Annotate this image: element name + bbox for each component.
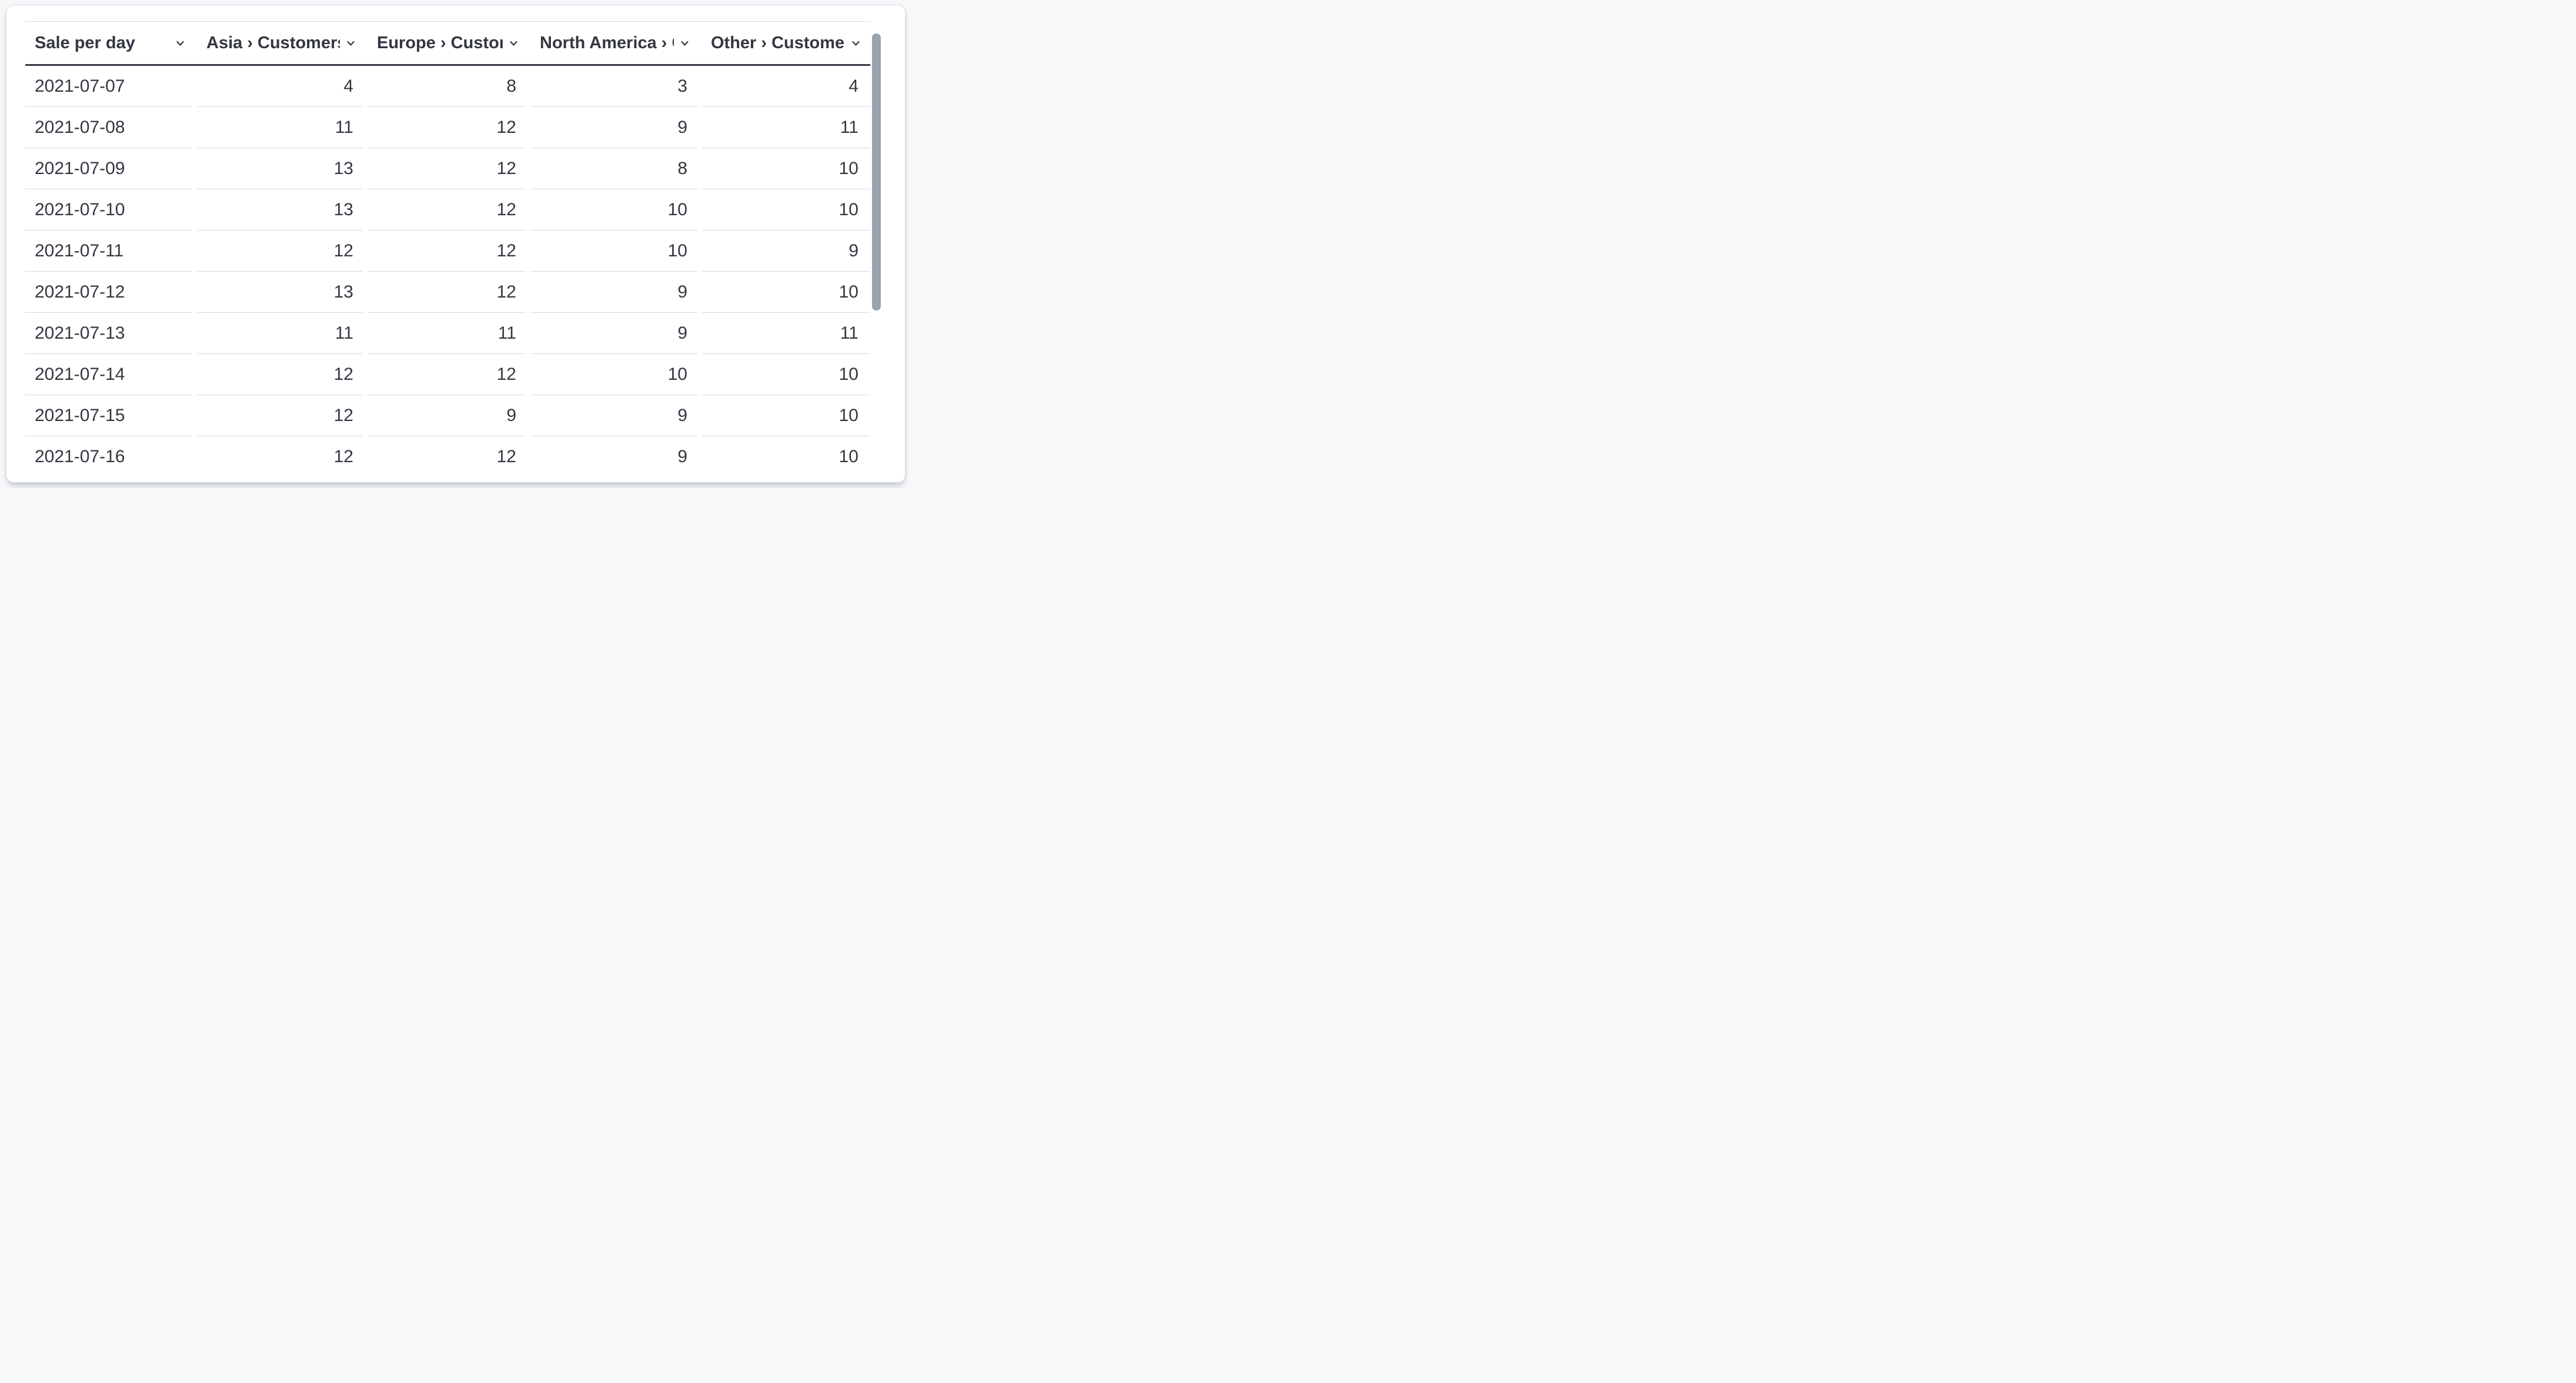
- value-cell: 13: [195, 272, 365, 313]
- chevron-down-icon[interactable]: [850, 37, 862, 49]
- date-cell: 2021-07-15: [25, 395, 195, 436]
- table-row: 2021-07-07 4 8 3 4: [25, 66, 870, 107]
- vertical-scrollbar-thumb[interactable]: [872, 34, 881, 310]
- column-label: North America › Customers: [540, 33, 674, 52]
- value-cell: 11: [195, 107, 365, 148]
- value-cell: 12: [496, 447, 516, 466]
- column-header-europe-customers[interactable]: Europe › Customers: [365, 22, 528, 64]
- value-cell: 9: [699, 230, 870, 272]
- value-cell: 12: [333, 447, 353, 466]
- date-cell: 2021-07-07: [25, 66, 195, 107]
- value-cell: 8: [528, 148, 699, 189]
- value-cell: 11: [195, 313, 365, 354]
- table-row: 2021-07-08 11 12 9 11: [25, 107, 870, 148]
- column-header-asia-customers[interactable]: Asia › Customers: [195, 22, 365, 64]
- table-row: 2021-07-11 12 12 10 9: [25, 230, 870, 272]
- value-cell: 12: [365, 189, 528, 230]
- header-divider: [25, 64, 870, 66]
- column-label: Asia › Customers: [206, 33, 340, 52]
- value-cell: 12: [195, 395, 365, 436]
- date-cell: 2021-07-08: [25, 107, 195, 148]
- value-cell: 9: [528, 313, 699, 354]
- value-cell: 9: [365, 395, 528, 436]
- page-background: Sale per day Asia › Customers Europe › Cus…: [0, 0, 908, 488]
- column-label: Other › Customers: [711, 33, 845, 52]
- value-cell: 12: [365, 230, 528, 272]
- table-row: 2021-07-15 12 9 9 10: [25, 395, 870, 436]
- date-cell: 2021-07-16: [35, 447, 125, 466]
- table-body: 2021-07-07 4 8 3 4 2021-07-08 11 12 9 11 2021-07-0…: [25, 66, 870, 477]
- value-cell: 12: [195, 230, 365, 272]
- value-cell: 4: [699, 66, 870, 107]
- table-row: 2021-07-13 11 11 9 11: [25, 313, 870, 354]
- value-cell: 13: [195, 148, 365, 189]
- value-cell: 11: [365, 313, 528, 354]
- table-header-row: Sale per day Asia › Customers Europe › Cus…: [25, 21, 870, 64]
- date-cell: 2021-07-09: [25, 148, 195, 189]
- date-cell: 2021-07-12: [25, 272, 195, 313]
- value-cell: 10: [528, 189, 699, 230]
- data-table: Sale per day Asia › Customers Europe › Cus…: [25, 21, 870, 477]
- table-card: Sale per day Asia › Customers Europe › Cus…: [6, 5, 906, 483]
- value-cell: 12: [195, 354, 365, 395]
- column-label: Europe › Customers: [377, 33, 503, 52]
- column-header-sale-per-day[interactable]: Sale per day: [25, 22, 195, 64]
- chevron-down-icon[interactable]: [507, 37, 520, 49]
- value-cell: 10: [699, 148, 870, 189]
- value-cell: 4: [195, 66, 365, 107]
- value-cell: 10: [838, 447, 858, 466]
- value-cell: 13: [195, 189, 365, 230]
- date-cell: 2021-07-13: [25, 313, 195, 354]
- value-cell: 10: [528, 354, 699, 395]
- date-cell: 2021-07-10: [25, 189, 195, 230]
- value-cell: 12: [365, 148, 528, 189]
- column-header-north-america-customers[interactable]: North America › Customers: [528, 22, 699, 64]
- value-cell: 10: [699, 189, 870, 230]
- table-row: 2021-07-12 13 12 9 10: [25, 272, 870, 313]
- table-row: 2021-07-16 12 12 9 10: [25, 436, 870, 477]
- value-cell: 8: [365, 66, 528, 107]
- value-cell: 11: [699, 107, 870, 148]
- value-cell: 9: [528, 395, 699, 436]
- value-cell: 9: [677, 447, 687, 466]
- value-cell: 9: [528, 272, 699, 313]
- chevron-down-icon[interactable]: [174, 37, 186, 49]
- table-row: 2021-07-14 12 12 10 10: [25, 354, 870, 395]
- value-cell: 12: [365, 354, 528, 395]
- value-cell: 10: [699, 354, 870, 395]
- value-cell: 3: [528, 66, 699, 107]
- date-cell: 2021-07-11: [25, 230, 195, 272]
- column-label: Sale per day: [35, 33, 135, 52]
- chevron-down-icon[interactable]: [345, 37, 357, 49]
- table-row: 2021-07-10 13 12 10 10: [25, 189, 870, 230]
- value-cell: 10: [699, 395, 870, 436]
- chevron-down-icon[interactable]: [679, 37, 691, 49]
- column-header-other-customers[interactable]: Other › Customers: [699, 22, 870, 64]
- value-cell: 11: [699, 313, 870, 354]
- value-cell: 12: [365, 272, 528, 313]
- value-cell: 10: [699, 272, 870, 313]
- date-cell: 2021-07-14: [25, 354, 195, 395]
- table-row: 2021-07-09 13 12 8 10: [25, 148, 870, 189]
- value-cell: 12: [365, 107, 528, 148]
- value-cell: 9: [528, 107, 699, 148]
- value-cell: 10: [528, 230, 699, 272]
